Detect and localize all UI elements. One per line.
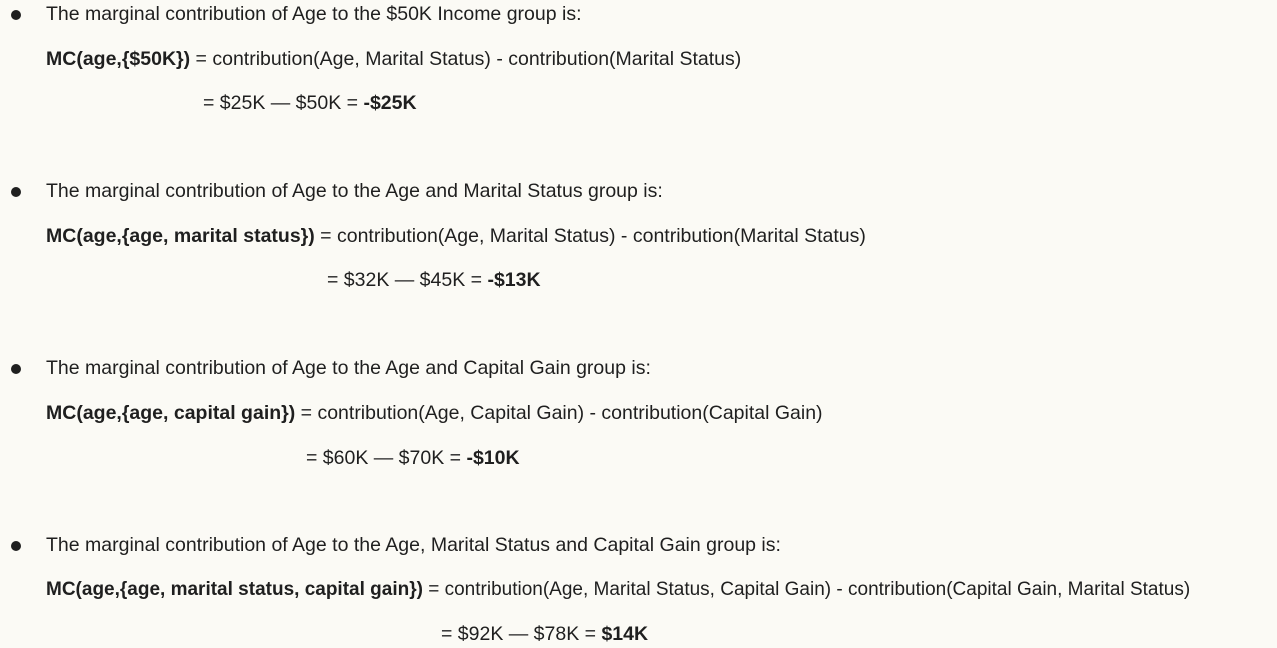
mc-formula: MC(age,{age, marital status}) = contribu… [46, 224, 866, 248]
calc-result: $14K [601, 623, 649, 645]
mc-calculation: = $25K — $50K = -$25K [203, 91, 417, 115]
calc-result: -$13K [487, 269, 541, 291]
calc-expression: = $60K — $70K = [306, 447, 467, 469]
mc-label: MC(age,{age, marital status, capital gai… [46, 579, 423, 600]
bullet-point [11, 364, 21, 374]
mc-calculation: = $92K — $78K = $14K [441, 622, 648, 646]
bullet-point [11, 541, 21, 551]
mc-definition: = contribution(Age, Marital Status, Capi… [422, 579, 1191, 600]
bullet-point [11, 10, 21, 20]
mc-definition: = contribution(Age, Marital Status) - co… [190, 48, 742, 70]
calc-result: -$10K [466, 447, 520, 469]
item-intro: The marginal contribution of Age to the … [46, 534, 781, 556]
mc-definition: = contribution(Age, Marital Status) - co… [314, 225, 866, 247]
mc-label: MC(age,{$50K}) [46, 48, 191, 70]
calc-expression: = $25K — $50K = [203, 92, 364, 114]
item-intro: The marginal contribution of Age to the … [46, 357, 651, 379]
calc-expression: = $92K — $78K = [441, 623, 602, 645]
mc-formula: MC(age,{age, capital gain}) = contributi… [46, 401, 823, 425]
mc-definition: = contribution(Age, Capital Gain) - cont… [295, 402, 823, 424]
item-intro: The marginal contribution of Age to the … [46, 180, 663, 202]
mc-calculation: = $32K — $45K = -$13K [327, 268, 541, 292]
mc-calculation: = $60K — $70K = -$10K [306, 446, 520, 470]
calc-result: -$25K [363, 92, 417, 114]
mc-label: MC(age,{age, marital status}) [46, 225, 315, 247]
item-intro: The marginal contribution of Age to the … [46, 3, 582, 25]
mc-label: MC(age,{age, capital gain}) [46, 402, 296, 424]
mc-formula: MC(age,{$50K}) = contribution(Age, Marit… [46, 47, 741, 71]
calc-expression: = $32K — $45K = [327, 269, 488, 291]
mc-formula: MC(age,{age, marital status, capital gai… [46, 578, 1190, 602]
bullet-point [11, 187, 21, 197]
